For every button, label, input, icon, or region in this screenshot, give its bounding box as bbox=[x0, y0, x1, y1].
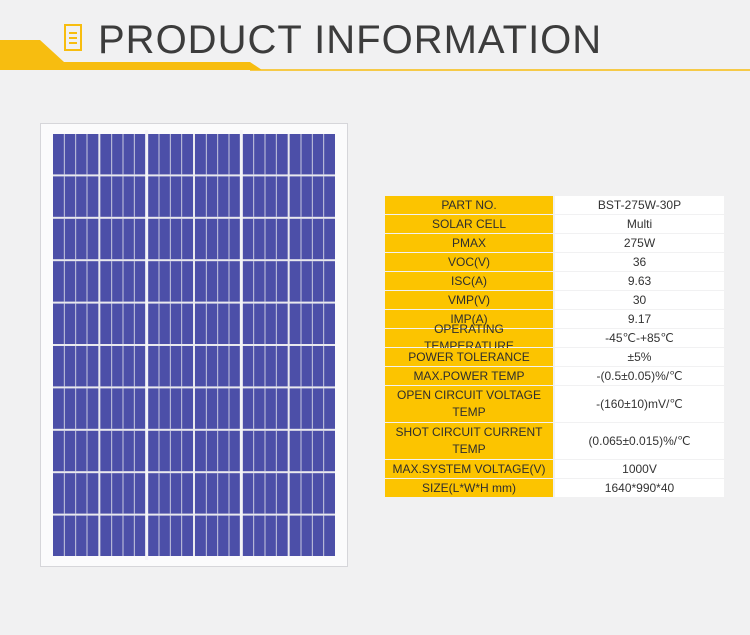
spec-label: SHOT CIRCUIT CURRENT TEMP bbox=[385, 423, 553, 459]
spec-value: 9.63 bbox=[555, 272, 724, 290]
spec-row: OPEN CIRCUIT VOLTAGE TEMP -(160±10)mV/℃ bbox=[385, 386, 724, 422]
spec-value: ±5% bbox=[555, 348, 724, 366]
spec-row: MAX.SYSTEM VOLTAGE(V) 1000V bbox=[385, 460, 724, 478]
spec-row: VOC(V) 36 bbox=[385, 253, 724, 271]
spec-value: Multi bbox=[555, 215, 724, 233]
spec-label: OPERATING TEMPERATURE bbox=[385, 322, 553, 353]
spec-value: 30 bbox=[555, 291, 724, 309]
spec-label: POWER TOLERANCE bbox=[385, 348, 553, 366]
spec-row: SOLAR CELL Multi bbox=[385, 215, 724, 233]
spec-row: SHOT CIRCUIT CURRENT TEMP (0.065±0.015)%/… bbox=[385, 423, 724, 459]
spec-label: MAX.POWER TEMP bbox=[385, 367, 553, 385]
spec-label: SOLAR CELL bbox=[385, 215, 553, 233]
spec-value: -(160±10)mV/℃ bbox=[555, 386, 724, 422]
spec-label: PMAX bbox=[385, 234, 553, 252]
spec-label: OPEN CIRCUIT VOLTAGE TEMP bbox=[385, 386, 553, 422]
spec-row: POWER TOLERANCE ±5% bbox=[385, 348, 724, 366]
spec-row: OPERATING TEMPERATURE -45℃-+85℃ bbox=[385, 322, 724, 353]
spec-row: MAX.POWER TEMP -(0.5±0.05)%/℃ bbox=[385, 367, 724, 385]
spec-row: PMAX 275W bbox=[385, 234, 724, 252]
spec-value: 1000V bbox=[555, 460, 724, 478]
spec-value: 1640*990*40 bbox=[555, 479, 724, 497]
spec-row: PART NO. BST-275W-30P bbox=[385, 196, 724, 214]
spec-label: VOC(V) bbox=[385, 253, 553, 271]
spec-row: VMP(V) 30 bbox=[385, 291, 724, 309]
spec-label: IMP(A) bbox=[385, 310, 553, 328]
solar-panel-image bbox=[40, 123, 348, 567]
spec-label: SIZE(L*W*H mm) bbox=[385, 479, 553, 497]
spec-label: ISC(A) bbox=[385, 272, 553, 290]
spec-value: 9.17 bbox=[555, 310, 724, 328]
spec-value: (0.065±0.015)%/℃ bbox=[555, 423, 724, 459]
spec-row: ISC(A) 9.63 bbox=[385, 272, 724, 290]
header-decoration bbox=[0, 40, 750, 71]
page-header: PRODUCT INFORMATION bbox=[0, 0, 750, 80]
spec-value: 36 bbox=[555, 253, 724, 271]
spec-value: -(0.5±0.05)%/℃ bbox=[555, 367, 724, 385]
solar-panel-cells bbox=[53, 130, 335, 560]
spec-row: IMP(A) 9.17 bbox=[385, 310, 724, 328]
spec-value: 275W bbox=[555, 234, 724, 252]
document-icon bbox=[64, 24, 82, 51]
spec-label: PART NO. bbox=[385, 196, 553, 214]
spec-row: SIZE(L*W*H mm) 1640*990*40 bbox=[385, 479, 724, 497]
spec-value: -45℃-+85℃ bbox=[555, 329, 724, 347]
spec-label: MAX.SYSTEM VOLTAGE(V) bbox=[385, 460, 553, 478]
spec-label: VMP(V) bbox=[385, 291, 553, 309]
spec-table: PART NO. BST-275W-30P SOLAR CELL Multi PMAX 2… bbox=[385, 196, 724, 498]
page-title: PRODUCT INFORMATION bbox=[98, 18, 603, 62]
spec-value: BST-275W-30P bbox=[555, 196, 724, 214]
